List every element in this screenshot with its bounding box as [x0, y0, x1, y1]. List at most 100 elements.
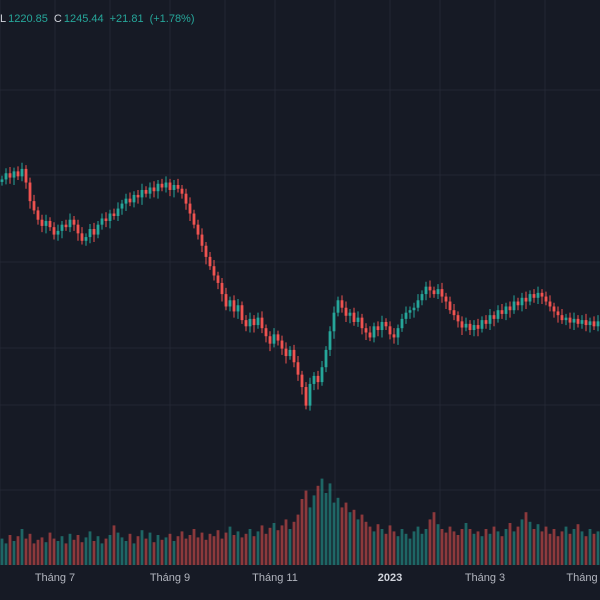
volume-bar	[588, 529, 592, 565]
volume-bar	[384, 533, 388, 565]
volume-bar	[412, 531, 416, 565]
volume-bar	[204, 539, 208, 565]
candle-body	[176, 185, 180, 189]
volume-bar	[436, 524, 440, 565]
candle-body	[440, 289, 444, 297]
volume-bar	[164, 537, 168, 565]
candle-body	[64, 224, 68, 228]
candle-body	[480, 320, 484, 329]
volume-bar	[564, 526, 568, 565]
candle-body	[16, 171, 20, 177]
candle-body	[544, 296, 548, 302]
candle-body	[460, 321, 464, 328]
volume-bar	[12, 541, 16, 565]
volume-bar	[272, 523, 276, 565]
volume-bar	[104, 538, 108, 565]
candle-body	[564, 317, 568, 321]
volume-bar	[220, 538, 224, 565]
volume-bar	[48, 532, 52, 565]
volume-bar	[184, 538, 188, 565]
volume-bar	[152, 542, 156, 565]
candle-body	[384, 321, 388, 327]
candle-body	[68, 219, 72, 228]
candle-body	[248, 318, 252, 327]
volume-bar	[264, 533, 268, 565]
candle-body	[184, 193, 188, 204]
volume-bar	[236, 531, 240, 565]
candle-body	[236, 305, 240, 312]
volume-bar	[504, 529, 508, 565]
candle-body	[424, 286, 428, 295]
candle-body	[180, 188, 184, 194]
volume-bar	[300, 499, 304, 565]
candle-body	[548, 301, 552, 307]
candle-body	[104, 218, 108, 221]
candle-body	[252, 318, 256, 326]
candle-body	[376, 326, 380, 331]
candle-body	[256, 317, 260, 326]
candle-body	[100, 218, 104, 225]
volume-bar	[500, 536, 504, 565]
candle-body	[20, 168, 24, 177]
x-tick-label: Tháng 3	[464, 572, 506, 584]
ohlc-readout: L 1220.85 C 1245.44 +21.81 (+1.78%)	[0, 10, 201, 28]
candle-body	[488, 315, 492, 324]
candle-body	[224, 294, 228, 307]
candle-body	[92, 229, 96, 235]
candle-body	[452, 310, 456, 316]
volume-bar	[388, 525, 392, 565]
candle-body	[520, 297, 524, 306]
volume-bar	[308, 507, 312, 565]
candle-body	[140, 189, 144, 198]
volume-bar	[512, 531, 516, 565]
volume-bar	[196, 537, 200, 565]
candle-body	[300, 374, 304, 388]
volume-bar	[80, 542, 84, 565]
volume-bar	[524, 512, 528, 565]
x-tick-label: Tháng 11	[252, 572, 298, 584]
volume-bar	[484, 529, 488, 565]
candle-body	[388, 326, 392, 335]
change-percent: (+1.78%)	[149, 13, 195, 25]
volume-bar	[92, 541, 96, 565]
candle-body	[52, 227, 56, 235]
volume-bar	[160, 539, 164, 565]
volume-bar	[100, 543, 104, 565]
candle-body	[404, 312, 408, 319]
volume-bar	[448, 526, 452, 565]
candle-body	[412, 307, 416, 311]
volume-bar	[492, 526, 496, 565]
volume-bar	[296, 514, 300, 565]
candle-body	[72, 219, 76, 225]
candle-body	[272, 334, 276, 344]
candle-body	[592, 321, 596, 327]
volume-bar	[376, 524, 380, 565]
candle-body	[352, 312, 356, 322]
volume-bar	[340, 507, 344, 565]
candle-body	[396, 328, 400, 338]
volume-bar	[108, 535, 112, 565]
candle-body	[408, 310, 412, 313]
candle-body	[532, 294, 536, 298]
volume-bar	[372, 531, 376, 565]
volume-bar	[528, 521, 532, 565]
candle-body	[260, 317, 264, 329]
volume-bar	[544, 526, 548, 565]
volume-bar	[288, 529, 292, 565]
candle-body	[356, 317, 360, 322]
volume-bar	[36, 539, 40, 565]
volume-bar	[200, 532, 204, 565]
volume-bar	[144, 538, 148, 565]
volume-bar	[540, 531, 544, 565]
candle-body	[576, 318, 580, 324]
volume-bar	[324, 493, 328, 565]
volume-bar	[364, 521, 368, 565]
volume-bar	[576, 524, 580, 565]
volume-bar	[16, 536, 20, 565]
volume-bar	[472, 533, 476, 565]
volume-bar	[420, 533, 424, 565]
candle-body	[172, 185, 176, 190]
candle-body	[188, 203, 192, 214]
candle-body	[400, 318, 404, 329]
